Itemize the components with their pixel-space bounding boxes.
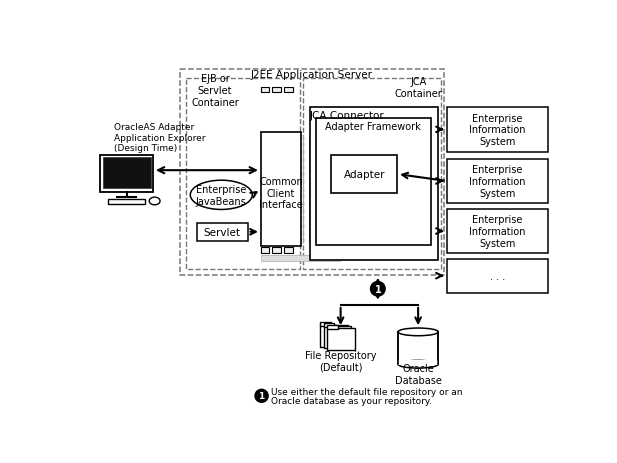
Text: Adapter Framework: Adapter Framework [325, 121, 421, 131]
Bar [273, 248, 281, 253]
Bar [398, 332, 438, 364]
Text: Oracle
Database: Oracle Database [395, 363, 442, 385]
Text: Common
Client
Interface: Common Client Interface [259, 176, 303, 210]
Bar [197, 223, 247, 242]
Text: Adapter: Adapter [344, 169, 385, 180]
Text: EJB or
Servlet
Container: EJB or Servlet Container [191, 75, 239, 107]
Circle shape [255, 390, 268, 402]
Bar [447, 259, 547, 294]
Bar [323, 324, 334, 327]
Bar [284, 248, 292, 253]
Text: Servlet: Servlet [204, 227, 241, 237]
Bar [108, 199, 146, 205]
Bar [101, 156, 153, 192]
Bar [261, 88, 270, 93]
Bar [180, 69, 444, 275]
Bar [310, 108, 437, 260]
Text: Enterprise
Information
System: Enterprise Information System [469, 215, 526, 248]
Bar [447, 209, 547, 254]
Text: 1: 1 [375, 284, 381, 294]
Text: Use either the default file repository or an: Use either the default file repository o… [271, 387, 462, 396]
Ellipse shape [398, 328, 438, 336]
Bar [326, 325, 337, 329]
Text: . . .: . . . [489, 271, 505, 282]
Ellipse shape [190, 181, 252, 210]
Bar [447, 159, 547, 204]
Text: File Repository
(Default): File Repository (Default) [305, 350, 376, 372]
Bar [273, 88, 281, 93]
Bar [326, 328, 355, 350]
Bar [261, 132, 301, 246]
Bar [316, 119, 431, 245]
Text: Enterprise
Information
System: Enterprise Information System [469, 113, 526, 147]
Ellipse shape [398, 361, 438, 368]
Bar [304, 79, 441, 269]
Text: JCA Connector: JCA Connector [310, 111, 384, 120]
Bar [320, 325, 349, 347]
Ellipse shape [149, 198, 160, 206]
Bar [284, 88, 292, 93]
Bar [398, 361, 438, 365]
Bar [261, 248, 270, 253]
Circle shape [371, 282, 385, 296]
Text: Enterprise
JavaBeans: Enterprise JavaBeans [196, 185, 247, 206]
Text: 1: 1 [259, 391, 265, 400]
Text: J2EE Application Server: J2EE Application Server [251, 70, 373, 80]
Text: Oracle database as your repository.: Oracle database as your repository. [271, 396, 432, 405]
Text: JCA
Container: JCA Container [394, 77, 442, 99]
Text: OracleAS Adapter
Application Explorer
(Design Time): OracleAS Adapter Application Explorer (D… [114, 123, 206, 153]
Bar [261, 255, 340, 262]
Bar [331, 156, 397, 194]
Bar [320, 322, 331, 326]
Bar [186, 79, 300, 269]
Bar [323, 327, 352, 348]
Bar [447, 108, 547, 152]
Bar [102, 158, 151, 188]
Text: Enterprise
Information
System: Enterprise Information System [469, 165, 526, 198]
